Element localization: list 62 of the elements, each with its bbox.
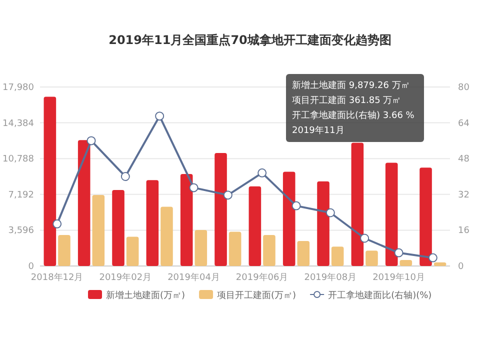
bar <box>214 153 227 266</box>
bar <box>366 250 378 266</box>
point <box>394 248 404 258</box>
bar <box>146 180 159 266</box>
point <box>86 136 96 146</box>
annotation: 新增土地建面 9,879.26 万㎡ <box>292 80 410 91</box>
bar <box>194 230 208 266</box>
bar <box>351 142 364 266</box>
y-tick-label: 17,980 <box>2 83 34 93</box>
x-tick-label: 2019年06月 <box>236 272 288 283</box>
bar <box>44 96 56 266</box>
y-tick-label: 0 <box>28 262 34 272</box>
bar <box>400 260 412 266</box>
y-tick-label: 10,788 <box>2 154 34 165</box>
point <box>292 201 301 210</box>
legend-label: 项目开工建面(万㎡) <box>217 290 296 301</box>
point <box>360 234 370 243</box>
y-tick-label: 7,192 <box>8 190 34 200</box>
y-tick-label: 3,596 <box>8 226 34 236</box>
y2-tick-label: 64 <box>458 118 470 129</box>
bar <box>228 232 242 266</box>
point <box>223 190 232 200</box>
bar <box>58 235 70 266</box>
bar <box>180 174 193 266</box>
bar <box>297 241 310 266</box>
point <box>258 168 267 178</box>
point <box>189 183 198 192</box>
y2-tick-label: 0 <box>458 262 464 272</box>
bar <box>331 246 344 266</box>
point <box>155 112 164 121</box>
bar <box>126 236 139 266</box>
bar <box>92 195 105 266</box>
bar <box>160 206 173 266</box>
annotation: 开工拿地建面比(右轴) 3.66 % <box>292 110 415 121</box>
point <box>326 208 335 218</box>
bar <box>248 186 262 266</box>
x-tick-label: 2019年04月 <box>168 272 220 283</box>
point <box>428 253 438 262</box>
annotation: 2019年11月 <box>292 125 344 136</box>
bar <box>317 181 330 266</box>
y2-tick-label: 48 <box>458 154 470 165</box>
x-tick-label: 2019年02月 <box>99 272 152 283</box>
y2-tick-label: 16 <box>458 226 470 236</box>
bar <box>385 162 398 266</box>
chart-title: 2019年11月全国重点70城拿地开工建面变化趋势图 <box>108 33 392 47</box>
point <box>120 172 130 181</box>
bar <box>112 190 124 266</box>
bar <box>263 235 276 266</box>
x-tick-label: 2018年12月 <box>30 272 84 283</box>
bar <box>78 140 90 266</box>
y2-tick-label: 80 <box>458 83 470 93</box>
y-tick-label: 14,384 <box>2 118 34 129</box>
legend-label: 开工拿地建面比(右轴)(%) <box>328 290 432 301</box>
x-tick-label: 2019年08月 <box>304 272 357 283</box>
x-tick-label: 2019年10月 <box>372 272 425 283</box>
legend-label: 新增土地建面(万㎡) <box>106 290 186 301</box>
bar <box>434 262 446 266</box>
y2-tick-label: 32 <box>458 190 470 200</box>
bar <box>420 168 432 266</box>
point <box>52 219 62 228</box>
bar <box>282 172 296 266</box>
annotation: 项目开工建面 361.85 万㎡ <box>292 95 402 106</box>
